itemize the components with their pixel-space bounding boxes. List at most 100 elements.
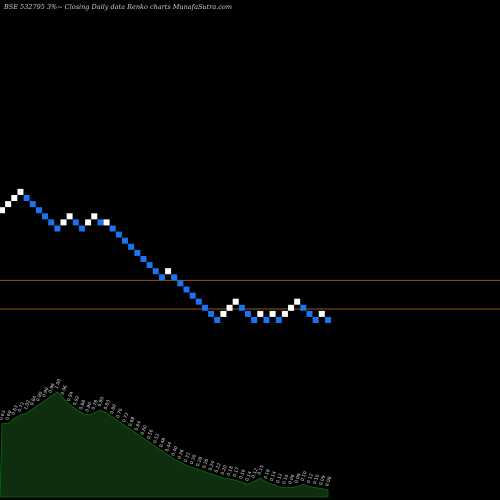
renko-brick-down [35,207,42,214]
renko-brick-down [251,317,258,323]
volume-label: 0.88 [78,399,87,411]
volume-label: 0.33 [183,452,192,464]
renko-brick-down [140,256,147,262]
volume-label: 0.52 [152,433,161,445]
volume-label: 0.09 [293,473,302,485]
volume-label: 1.00 [54,378,63,390]
volume-label: 0.08 [324,476,333,488]
renko-brick-down [158,274,165,281]
volume-label: 0.36 [177,448,186,460]
renko-brick-down [146,262,153,269]
volume-label: 0.44 [164,441,173,453]
volume-label: 0.80 [109,403,118,415]
volume-label: 0.76 [115,407,124,419]
volume-label: 0.96 [47,382,56,394]
renko-brick-up [318,310,325,317]
volume-label: 0.63 [11,404,20,416]
renko-brick-down [263,317,270,323]
volume-label: 0.10 [300,470,309,482]
volume-layer: 0.630.600.630.721.020.840.900.900.961.00… [0,378,333,498]
renko-brick-up [5,201,12,208]
volume-label: 0.60 [140,424,149,436]
volume-label: 0.78 [90,399,99,411]
renko-brick-up [85,219,92,226]
renko-brick-down [238,304,245,311]
renko-brick-down [152,268,159,275]
volume-area [0,391,329,498]
renko-brick-up [11,195,18,201]
volume-label: 0.63 [0,410,7,422]
renko-brick-down [115,231,122,238]
renko-brick-down [324,317,331,323]
renko-brick-down [312,317,319,323]
volume-label: 0.90 [41,386,50,398]
renko-bricks [0,188,331,323]
renko-brick-up [232,298,239,305]
renko-brick-down [134,249,141,256]
volume-label: 0.40 [170,445,179,457]
volume-label: 0.10 [281,474,290,486]
renko-brick-up [0,207,5,214]
volume-label: 0.72 [17,401,26,413]
renko-brick-down [195,298,202,305]
volume-label: 0.24 [207,460,216,472]
volume-label: 0.26 [201,458,210,470]
volume-label: 0.20 [220,464,229,476]
volume-label: 0.64 [134,420,143,432]
renko-brick-up [226,304,233,311]
renko-brick-up [294,298,301,305]
volume-label: 0.12 [250,467,259,479]
support-lines [0,279,500,310]
volume-label: 0.80 [84,401,93,413]
renko-brick-up [60,219,67,226]
renko-brick-down [122,237,128,244]
volume-label: 0.09 [287,474,296,486]
renko-brick-down [72,219,79,226]
renko-brick-down [245,310,251,317]
renko-brick-down [208,310,215,317]
volume-label: 0.28 [195,456,204,468]
renko-brick-up [17,188,24,195]
volume-label: 0.84 [29,395,38,407]
volume-label: 0.56 [146,428,155,440]
renko-brick-down [29,201,36,208]
volume-label: 0.83 [103,399,112,411]
volume-label: 0.90 [35,391,44,403]
volume-label: 0.72 [121,412,130,424]
renko-brick-up [66,213,73,220]
renko-brick-down [171,274,178,281]
renko-brick-down [189,292,196,299]
renko-brick-down [306,310,313,317]
volume-label: 1.02 [23,399,32,411]
renko-brick-up [257,310,264,317]
renko-brick-up [91,213,98,220]
volume-label: 0.94 [66,391,75,403]
renko-brick-up [165,268,172,275]
renko-brick-down [23,195,30,201]
renko-brick-down [275,317,282,323]
chart-title: BSE 532795 3%~ Closing Daily data Renko … [4,3,232,11]
renko-brick-down [300,304,307,311]
volume-label: 0.14 [269,470,278,482]
volume-label: 0.14 [244,470,253,482]
volume-label: 0.18 [263,468,272,480]
renko-brick-down [214,317,221,323]
volume-label: 0.68 [127,416,136,428]
renko-brick-up [103,219,110,226]
volume-label: 0.22 [213,462,222,474]
renko-brick-down [183,286,190,293]
volume-label: 0.17 [232,466,241,478]
renko-brick-up [288,304,295,311]
volume-label: 0.60 [4,410,13,422]
volume-label: 0.12 [306,473,315,485]
volume-label: 0.12 [275,473,284,485]
volume-label: 0.92 [72,395,81,407]
volume-label: 0.15 [257,464,266,476]
volume-label: 0.18 [226,465,235,477]
volume-label: 0.80 [97,396,106,408]
renko-brick-down [48,219,55,226]
renko-brick-down [128,243,135,250]
volume-label: 0.09 [318,475,327,487]
